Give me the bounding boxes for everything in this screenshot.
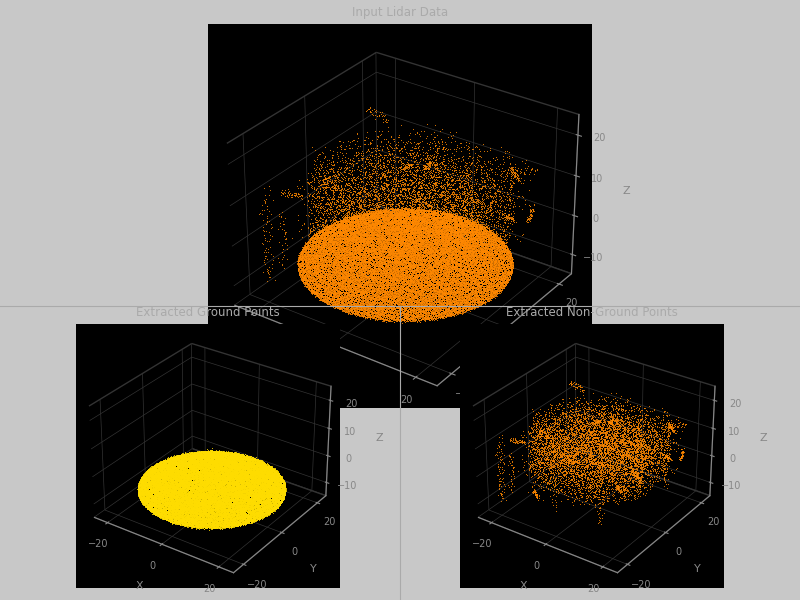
- Y-axis label: Y: Y: [535, 358, 542, 368]
- X-axis label: X: X: [135, 581, 143, 591]
- Title: Input Lidar Data: Input Lidar Data: [352, 5, 448, 19]
- Title: Extracted Ground Points: Extracted Ground Points: [136, 305, 280, 319]
- X-axis label: X: X: [519, 581, 527, 591]
- X-axis label: X: X: [306, 381, 314, 391]
- Title: Extracted Non-Ground Points: Extracted Non-Ground Points: [506, 305, 678, 319]
- Y-axis label: Y: Y: [310, 563, 317, 574]
- Y-axis label: Y: Y: [694, 563, 701, 574]
